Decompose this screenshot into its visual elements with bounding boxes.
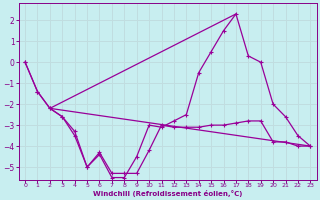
X-axis label: Windchill (Refroidissement éolien,°C): Windchill (Refroidissement éolien,°C) bbox=[93, 190, 242, 197]
